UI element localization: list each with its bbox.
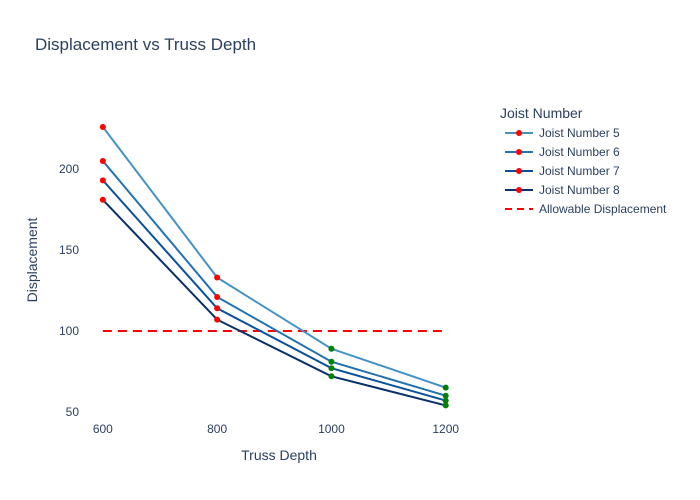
data-point	[328, 373, 335, 380]
y-tick-label: 150	[59, 243, 79, 257]
data-point	[442, 402, 449, 409]
x-tick-label: 1000	[318, 422, 345, 436]
legend-item-joist-5[interactable]: Joist Number 5	[505, 126, 620, 140]
series-line-joist-7	[102, 179, 446, 402]
legend-item-allowable-displacement[interactable]: Allowable Displacement	[505, 202, 667, 216]
legend-marker-swatch	[516, 187, 522, 193]
legend-item-joist-7[interactable]: Joist Number 7	[505, 164, 620, 178]
legend-marker-swatch	[516, 130, 522, 136]
y-tick-label: 200	[59, 162, 79, 176]
legend-label: Joist Number 6	[539, 145, 620, 159]
x-tick-label: 1200	[432, 422, 459, 436]
data-point	[328, 345, 335, 352]
series-line-joist-5	[102, 126, 447, 389]
legend: Joist Number Joist Number 5 Joist Number …	[500, 105, 667, 216]
data-point	[442, 397, 449, 404]
y-axis-title: Displacement	[24, 217, 40, 302]
legend-item-joist-6[interactable]: Joist Number 6	[505, 145, 620, 159]
legend-marker-swatch	[516, 168, 522, 174]
legend-item-joist-8[interactable]: Joist Number 8	[505, 183, 620, 197]
series-line-joist-6	[102, 160, 446, 397]
legend-label: Joist Number 8	[539, 183, 620, 197]
data-point	[99, 123, 106, 130]
y-tick-label: 100	[59, 324, 79, 338]
data-point	[99, 157, 106, 164]
y-tick-label: 50	[66, 405, 80, 419]
x-tick-label: 800	[207, 422, 227, 436]
legend-label: Joist Number 7	[539, 164, 620, 178]
x-tick-label: 600	[93, 422, 113, 436]
data-point	[214, 305, 221, 312]
x-axis-title: Truss Depth	[241, 447, 317, 463]
data-point	[214, 274, 221, 281]
data-point	[214, 316, 221, 323]
data-point	[99, 177, 106, 184]
data-point	[214, 293, 221, 300]
data-point	[442, 384, 449, 391]
legend-title: Joist Number	[500, 105, 583, 121]
legend-label: Joist Number 5	[539, 126, 620, 140]
chart-title: Displacement vs Truss Depth	[35, 35, 256, 54]
data-point	[328, 358, 335, 365]
data-point	[99, 196, 106, 203]
legend-label: Allowable Displacement	[539, 202, 667, 216]
data-point	[328, 365, 335, 372]
legend-marker-swatch	[516, 149, 522, 155]
series-line-joist-8	[102, 199, 446, 407]
data-point	[442, 392, 449, 399]
